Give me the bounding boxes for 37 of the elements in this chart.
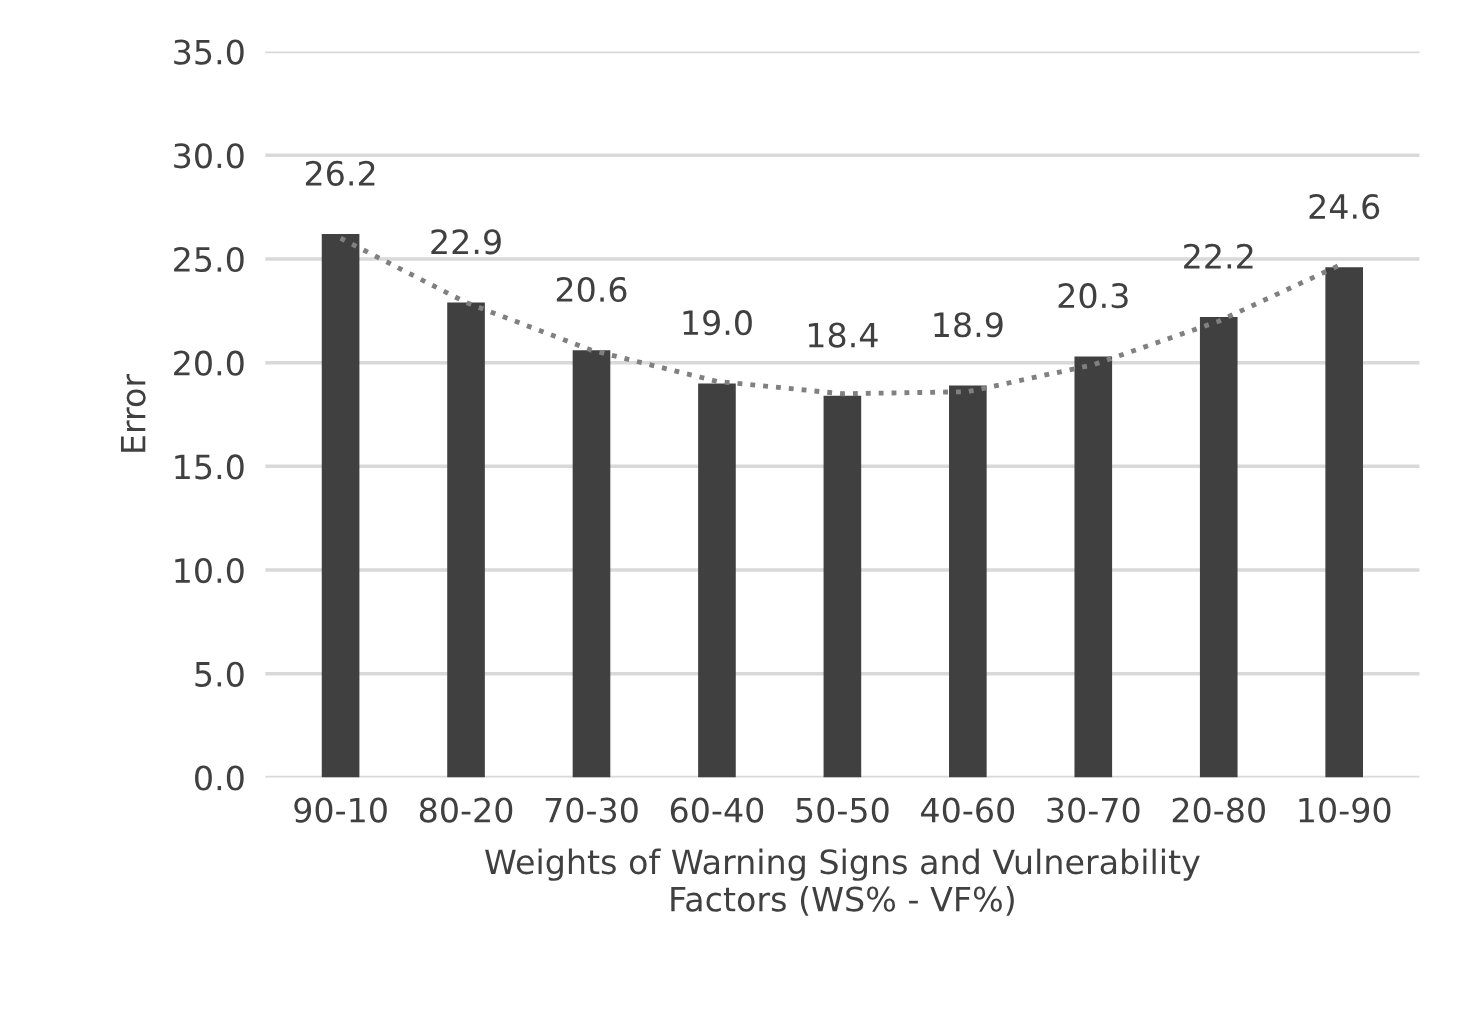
data-label: 20.3 [1058,283,1128,309]
y-axis-title: Error [120,373,146,452]
y-tick-label: 15.0 [175,454,244,480]
bar [1199,317,1238,778]
x-tick-label: 90-10 [294,797,387,823]
x-tick-label: 50-50 [796,797,889,823]
bar [572,350,611,778]
y-tick-label: 35.0 [174,39,244,65]
y-tick-label: 25.0 [174,246,244,273]
y-tick-label: 10.0 [175,557,244,584]
bar [698,383,736,778]
y-tick-label: 0.0 [195,765,244,791]
x-axis-title: Weights of Warning Signs and Vulnerability Factors (WS% - VF%) [485,848,1200,916]
x-tick-label: 70-30 [545,797,638,823]
bar [447,302,485,778]
bar [1074,356,1113,778]
y-tick-label: 5.0 [195,661,244,687]
data-label: 18.4 [808,322,878,348]
data-label: 22.9 [431,229,501,255]
x-tick-label: 40-60 [921,797,1015,823]
bar [1325,267,1364,778]
data-label: 24.6 [1309,193,1380,220]
data-label: 22.2 [1184,243,1253,269]
bar [321,234,360,778]
x-tick-label: 30-70 [1047,797,1140,823]
data-label: 19.0 [683,310,752,336]
bar [949,385,987,778]
data-label: 18.9 [934,312,1003,338]
x-tick-label: 10-90 [1299,797,1391,823]
y-tick-label: 30.0 [174,143,244,169]
x-tick-label: 20-80 [1172,797,1265,823]
data-label: 26.2 [305,160,375,186]
x-tick-label: 60-40 [670,797,764,823]
bar [823,395,862,778]
data-label: 20.6 [556,276,627,303]
y-tick-label: 20.0 [174,350,244,376]
x-tick-label: 80-20 [419,797,513,823]
